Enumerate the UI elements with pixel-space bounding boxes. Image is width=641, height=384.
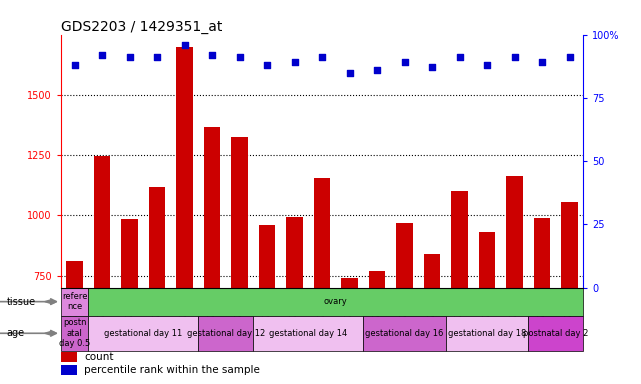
Point	[152, 54, 162, 60]
Point	[97, 52, 107, 58]
Bar	[198, 316, 253, 351]
Bar	[149, 187, 165, 288]
Bar	[342, 278, 358, 288]
Point	[124, 54, 135, 60]
Bar	[396, 223, 413, 288]
Text: postn
atal
day 0.5: postn atal day 0.5	[59, 318, 90, 348]
Text: refere
nce: refere nce	[62, 292, 87, 311]
Bar	[88, 316, 198, 351]
Text: count: count	[85, 353, 114, 362]
Bar	[61, 288, 88, 316]
Bar	[446, 316, 528, 351]
Point	[344, 70, 354, 76]
Point	[399, 60, 410, 66]
Text: percentile rank within the sample: percentile rank within the sample	[85, 365, 260, 375]
Bar	[61, 352, 76, 362]
Bar	[314, 178, 330, 288]
Point	[482, 62, 492, 68]
Point	[537, 60, 547, 66]
Text: postnatal day 2: postnatal day 2	[523, 329, 588, 338]
Point	[207, 52, 217, 58]
Point	[454, 54, 465, 60]
Text: GDS2203 / 1429351_at: GDS2203 / 1429351_at	[61, 20, 222, 33]
Bar	[562, 202, 578, 288]
Bar	[287, 217, 303, 288]
Bar	[253, 316, 363, 351]
Point	[69, 62, 79, 68]
Bar	[363, 316, 446, 351]
Bar	[506, 175, 523, 288]
Text: age: age	[6, 328, 24, 338]
Point	[290, 60, 300, 66]
Text: gestational day 12: gestational day 12	[187, 329, 265, 338]
Text: tissue: tissue	[6, 296, 35, 307]
Bar	[369, 271, 385, 288]
Bar	[94, 156, 110, 288]
Bar	[67, 261, 83, 288]
Bar	[61, 365, 76, 375]
Point	[427, 65, 437, 71]
Bar	[61, 316, 88, 351]
Bar	[424, 254, 440, 288]
Text: gestational day 16: gestational day 16	[365, 329, 444, 338]
Text: gestational day 18: gestational day 18	[448, 329, 526, 338]
Bar	[204, 127, 221, 288]
Bar	[176, 46, 193, 288]
Text: gestational day 11: gestational day 11	[104, 329, 183, 338]
Point	[262, 62, 272, 68]
Bar	[231, 137, 248, 288]
Point	[235, 54, 245, 60]
Point	[372, 67, 382, 73]
Point	[179, 41, 190, 48]
Point	[317, 54, 328, 60]
Point	[565, 54, 575, 60]
Point	[510, 54, 520, 60]
Bar	[534, 218, 551, 288]
Text: gestational day 14: gestational day 14	[269, 329, 347, 338]
Bar	[259, 225, 276, 288]
Bar	[528, 316, 583, 351]
Bar	[121, 219, 138, 288]
Bar	[451, 191, 468, 288]
Text: ovary: ovary	[324, 297, 347, 306]
Bar	[479, 232, 495, 288]
